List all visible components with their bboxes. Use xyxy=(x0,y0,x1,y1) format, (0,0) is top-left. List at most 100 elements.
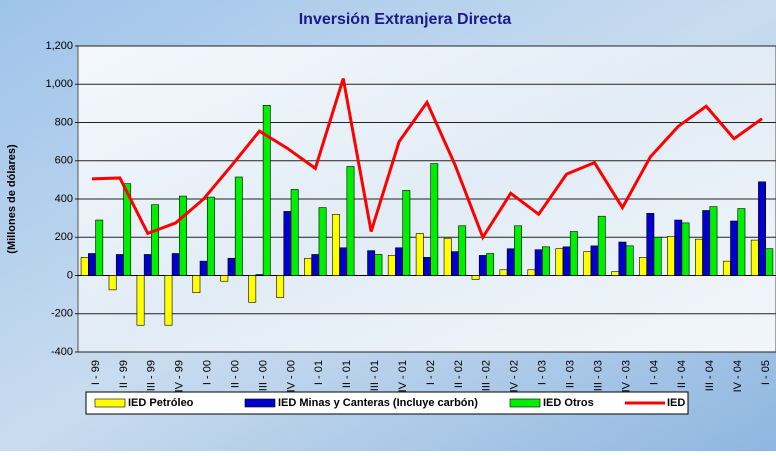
x-tick-label: I - 99 xyxy=(90,360,102,385)
bar xyxy=(458,225,467,276)
bar xyxy=(639,257,648,276)
bar xyxy=(387,255,396,276)
bar xyxy=(402,190,411,276)
bar xyxy=(730,220,739,276)
y-tick-label: 200 xyxy=(55,231,73,243)
bar xyxy=(248,275,257,303)
x-tick-label: III - 03 xyxy=(592,360,604,391)
x-tick-label: II - 01 xyxy=(341,360,353,388)
bar xyxy=(164,275,173,326)
bar xyxy=(722,260,731,276)
bar xyxy=(765,248,774,276)
bar xyxy=(702,210,711,276)
y-tick-label: -200 xyxy=(51,308,73,320)
bar xyxy=(227,257,236,276)
y-tick-label: 0 xyxy=(67,269,73,281)
bar xyxy=(681,222,690,276)
bar xyxy=(332,214,340,276)
bar xyxy=(499,269,508,276)
bar xyxy=(471,275,480,280)
bar xyxy=(653,236,662,276)
y-tick-label: 800 xyxy=(55,116,73,128)
x-tick-label: IV - 99 xyxy=(174,360,186,392)
bar xyxy=(674,219,683,276)
legend-label: IED Otros xyxy=(543,397,594,409)
legend-swatch xyxy=(94,398,126,408)
bar xyxy=(506,248,515,276)
bar xyxy=(88,253,96,276)
bar xyxy=(143,254,152,276)
legend xyxy=(85,391,689,415)
bar xyxy=(311,254,320,276)
bar xyxy=(443,237,452,276)
bar xyxy=(199,260,208,276)
x-tick-label: I - 04 xyxy=(648,360,660,385)
x-tick-label: II - 03 xyxy=(565,360,577,388)
bar xyxy=(430,163,439,276)
bar xyxy=(542,246,550,276)
bar xyxy=(415,233,424,276)
legend-label: IED xyxy=(667,397,685,409)
bar xyxy=(255,274,264,276)
bar xyxy=(486,253,495,276)
y-tick-label: 1,000 xyxy=(45,78,73,90)
bar xyxy=(346,166,355,276)
y-tick-label: -400 xyxy=(51,346,73,358)
x-tick-label: II - 02 xyxy=(453,360,465,388)
bar xyxy=(583,251,592,276)
bar xyxy=(555,248,564,276)
chart-title: Inversión Extranjera Directa xyxy=(299,11,512,28)
bar xyxy=(611,271,620,276)
bar xyxy=(534,249,543,276)
x-tick-label: IV - 02 xyxy=(509,360,521,392)
line xyxy=(91,78,763,241)
bar xyxy=(262,104,271,276)
bar xyxy=(290,189,299,276)
x-tick-label: III - 01 xyxy=(369,360,381,391)
x-tick-label: IV - 00 xyxy=(285,360,297,392)
bar xyxy=(95,219,104,276)
bar xyxy=(283,211,292,276)
bar xyxy=(478,255,487,276)
x-tick-label: I - 01 xyxy=(313,360,325,385)
bar xyxy=(339,247,348,276)
bar xyxy=(709,206,718,276)
x-tick-label: II - 04 xyxy=(676,360,688,388)
bar xyxy=(667,235,675,276)
y-tick-label: 600 xyxy=(55,155,73,167)
x-tick-label: III - 99 xyxy=(146,360,158,391)
bar xyxy=(318,207,327,276)
legend-swatch xyxy=(244,398,276,408)
x-tick-label: III - 02 xyxy=(481,360,493,391)
bar xyxy=(527,269,536,276)
bar xyxy=(597,215,606,276)
bar xyxy=(136,275,145,326)
y-axis-label: (Millones de dólares) xyxy=(6,144,18,254)
bar xyxy=(234,176,243,276)
bar xyxy=(450,251,459,276)
y-tick-label: 1,200 xyxy=(45,40,73,52)
x-tick-label: III - 00 xyxy=(257,360,269,391)
bar xyxy=(220,275,229,282)
x-tick-label: II - 99 xyxy=(118,360,130,388)
bar xyxy=(276,275,285,298)
bar xyxy=(80,257,89,276)
bar xyxy=(569,231,578,276)
bar xyxy=(514,225,522,276)
x-tick-label: IV - 03 xyxy=(620,360,632,392)
x-tick-label: III - 04 xyxy=(704,360,716,391)
bar xyxy=(423,257,431,276)
bar xyxy=(151,204,159,276)
x-tick-label: I - 00 xyxy=(202,360,214,385)
bar xyxy=(758,181,766,276)
x-tick-label: I - 03 xyxy=(537,360,549,385)
x-tick-label: IV - 01 xyxy=(397,360,409,392)
legend-swatch xyxy=(509,398,541,408)
bar xyxy=(395,247,404,276)
bar xyxy=(590,245,599,276)
bar xyxy=(115,254,124,276)
bar xyxy=(179,195,187,276)
bar xyxy=(737,208,746,276)
bar xyxy=(618,241,627,276)
